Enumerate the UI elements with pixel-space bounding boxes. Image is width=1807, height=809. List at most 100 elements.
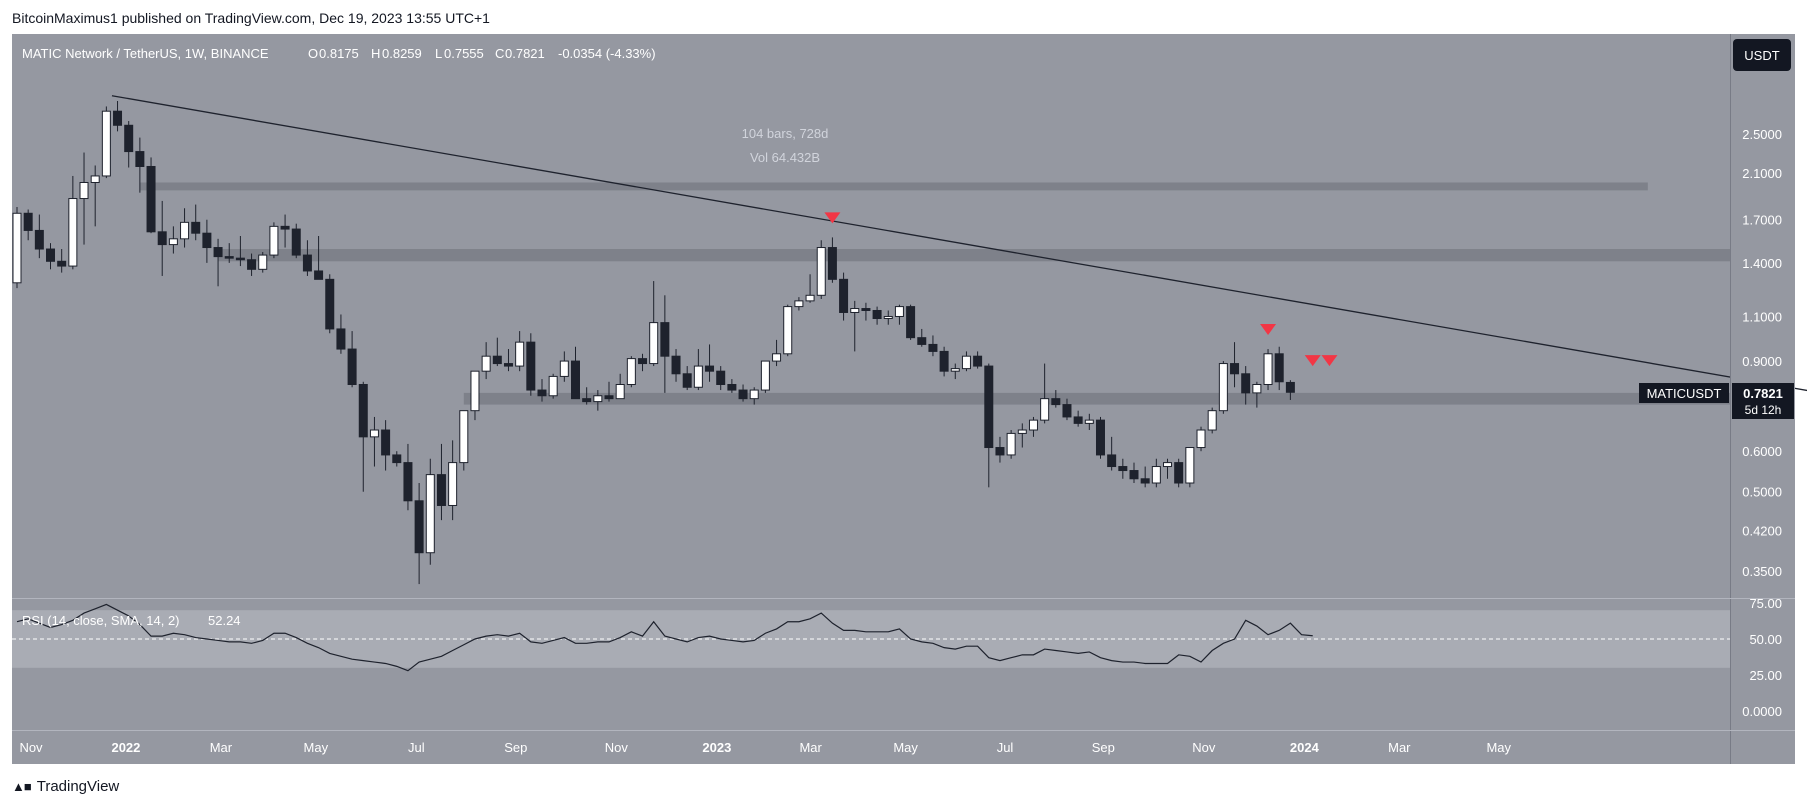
bearish-rejection-marker	[1321, 355, 1338, 367]
price-pane[interactable]	[12, 34, 1730, 598]
candle-body	[23, 212, 33, 231]
candle-body	[1196, 429, 1206, 449]
candle	[783, 304, 793, 357]
candle-body	[917, 337, 927, 345]
candle	[258, 252, 268, 273]
candle	[302, 240, 312, 276]
x-tick-label: Mar	[1388, 740, 1411, 755]
candle-body	[492, 355, 502, 365]
candle-body	[705, 365, 715, 372]
candle	[46, 243, 56, 270]
candle	[1028, 416, 1038, 437]
legend-ohlc: O 0.8175 H 0.8259 L 0.7555 C 0.7821 -0.0…	[308, 46, 656, 61]
candle-body	[291, 228, 301, 256]
candle	[235, 235, 245, 267]
candle	[336, 314, 346, 354]
candle	[693, 349, 703, 391]
candle-body	[760, 360, 770, 391]
candle-body	[1095, 419, 1105, 456]
candle-body	[738, 389, 748, 400]
x-tick-label: Sep	[504, 740, 527, 755]
chart[interactable]: MATIC Network / TetherUS, 1W, BINANCE O …	[0, 0, 1807, 769]
x-tick-label: May	[893, 740, 918, 755]
candle-body	[425, 474, 435, 554]
candle	[872, 306, 882, 325]
candle	[436, 443, 446, 521]
support-resistance-zone	[139, 182, 1648, 191]
candle	[1006, 430, 1016, 459]
candle	[68, 175, 78, 270]
candle-body	[325, 278, 335, 330]
footer-brand[interactable]: ▲■ TradingView	[12, 778, 119, 795]
publisher-line: BitcoinMaximus1 published on TradingView…	[12, 10, 490, 26]
candle-body	[124, 124, 134, 153]
candle-body	[973, 355, 983, 367]
time-axis[interactable]	[12, 731, 1730, 764]
candle-body	[571, 360, 580, 400]
measure-bars: 104 bars, 728d	[742, 126, 829, 141]
candle	[604, 381, 614, 402]
candle	[1218, 361, 1228, 414]
candle	[124, 121, 134, 168]
candle	[1084, 413, 1094, 431]
candle-body	[135, 151, 145, 167]
candle-body	[503, 363, 513, 367]
candle-body	[314, 270, 324, 280]
candle	[827, 237, 837, 283]
candle-body	[816, 247, 826, 296]
candle	[425, 458, 435, 565]
y-tick-label: 0.6000	[1742, 444, 1782, 459]
rsi-y-tick-label: 25.00	[1749, 668, 1782, 683]
candle	[984, 363, 994, 488]
candle	[403, 443, 413, 511]
candle-body	[872, 309, 882, 320]
candle-body	[157, 231, 167, 246]
candle-body	[749, 389, 759, 400]
legend-open-value: 0.8175	[319, 46, 359, 61]
candle-body	[358, 383, 368, 438]
candle	[168, 226, 178, 254]
legend-high-value: 0.8259	[382, 46, 422, 61]
descending-trendline	[111, 95, 1807, 392]
candle-body	[961, 355, 971, 370]
legend-symbol: MATIC Network / TetherUS, 1W, BINANCE	[22, 46, 269, 61]
legend-low-value: 0.7555	[444, 46, 484, 61]
candle	[12, 207, 22, 289]
candle	[369, 416, 379, 467]
candle-body	[1174, 462, 1184, 484]
candle-body	[515, 341, 525, 367]
candle-body	[928, 343, 938, 352]
candle-body	[213, 247, 223, 258]
rsi-legend-value: 52.24	[208, 613, 241, 628]
candle	[638, 353, 648, 372]
support-resistance-zone	[218, 249, 1730, 262]
candle	[113, 101, 123, 132]
candle-body	[481, 355, 491, 372]
candle-body	[68, 198, 78, 267]
x-tick-label: May	[1486, 740, 1511, 755]
candle	[839, 272, 849, 321]
candle	[939, 346, 949, 377]
candle	[1017, 423, 1027, 448]
candle-body	[459, 410, 469, 464]
candle	[738, 384, 748, 402]
candle	[526, 333, 536, 396]
candle	[57, 249, 67, 273]
candle-body	[403, 462, 413, 502]
currency-button[interactable]: USDT	[1733, 39, 1791, 71]
candle-body	[1163, 462, 1173, 468]
y-tick-label: 2.5000	[1742, 127, 1782, 142]
candle-body	[1040, 398, 1050, 421]
candle	[280, 214, 290, 248]
candle	[1062, 398, 1072, 421]
candle	[850, 300, 860, 352]
rsi-y-tick-label: 75.00	[1749, 596, 1782, 611]
currency-button-label: USDT	[1744, 48, 1779, 63]
x-tick-label: May	[304, 740, 329, 755]
bearish-rejection-marker	[824, 212, 841, 224]
candle	[1040, 363, 1050, 424]
candle-body	[939, 350, 949, 372]
candle-body	[414, 500, 424, 554]
candle-body	[671, 355, 681, 375]
candle	[90, 165, 100, 227]
